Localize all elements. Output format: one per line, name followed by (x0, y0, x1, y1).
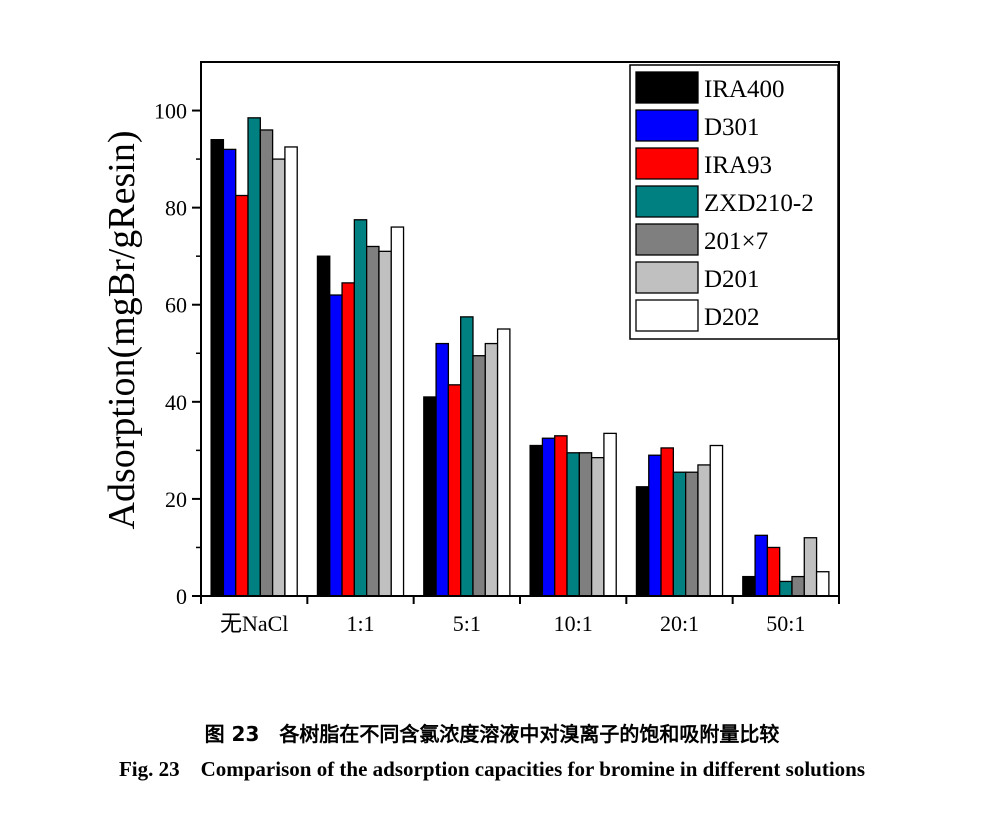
bar-d202-2 (496, 328, 511, 597)
bar-ira400-0 (210, 139, 225, 597)
bar-zxd2102-4 (672, 471, 687, 597)
bar-2017-4 (685, 471, 699, 597)
y-tick-label: 100 (154, 99, 187, 124)
figure-caption-english: Fig. 23 Comparison of the adsorption cap… (118, 757, 866, 781)
bar-ira400-3 (529, 444, 544, 597)
bar-d202-4 (709, 444, 724, 597)
bar-d202-5 (815, 571, 830, 597)
legend-swatch (635, 147, 699, 180)
y-tick-label: 40 (165, 390, 187, 415)
bar-zxd2102-5 (779, 580, 793, 597)
y-tick-label: 80 (165, 196, 187, 221)
bar-2017-5 (791, 575, 805, 597)
bar-2017-1 (365, 245, 380, 597)
figure-caption-chinese: 图 23 各树脂在不同含氯浓度溶液中对溴离子的饱和吸附量比较 (204, 722, 780, 746)
bar-ira400-4 (635, 486, 650, 597)
bar-d201-2 (484, 342, 499, 597)
legend-swatch (635, 109, 699, 142)
y-tick-label: 0 (176, 584, 187, 609)
bar-ira93-0 (235, 194, 249, 597)
bar-d202-1 (390, 226, 405, 597)
bar-zxd2102-0 (247, 117, 261, 597)
bar-d301-4 (648, 454, 662, 597)
x-tick-label: 50:1 (766, 611, 805, 636)
bars-group (210, 117, 830, 597)
legend-label: D301 (704, 114, 760, 141)
bar-2017-2 (472, 355, 486, 597)
legend-label: IRA93 (704, 152, 772, 179)
bar-d301-0 (222, 148, 237, 597)
bar-d201-0 (271, 158, 286, 597)
bar-d301-1 (329, 294, 343, 597)
y-axis-label: Adsorption(mgBr/gResin) (101, 131, 143, 530)
axes-group: 0 20 40 60 80 100 无NaCl 1:1 5:1 10:1 20:1 50:1 (154, 61, 840, 636)
bar-d301-3 (541, 437, 556, 597)
bar-chart: 0 20 40 60 80 100 无NaCl 1:1 5:1 10:1 20:1 50:1 IRA4… (101, 61, 840, 636)
bar-d301-2 (435, 342, 450, 597)
legend-label: 201×7 (704, 228, 768, 255)
y-tick-label: 60 (165, 293, 187, 318)
bar-ira400-5 (742, 575, 756, 597)
bar-d202-0 (284, 146, 298, 597)
legend-label: ZXD210-2 (704, 190, 814, 217)
y-tick-label: 20 (165, 487, 187, 512)
bar-ira93-4 (660, 447, 674, 597)
bar-zxd2102-3 (566, 452, 580, 597)
bar-d201-4 (697, 464, 711, 597)
bar-ira400-1 (316, 255, 331, 597)
bar-d202-3 (603, 432, 617, 597)
legend-swatch (635, 185, 699, 218)
x-tick-label: 无NaCl (220, 611, 288, 636)
bar-d201-5 (803, 537, 818, 597)
bar-zxd2102-1 (353, 219, 368, 597)
legend-swatch (635, 261, 699, 294)
bar-ira93-5 (766, 546, 781, 597)
bar-ira93-3 (554, 435, 568, 597)
x-tick-label: 10:1 (554, 611, 593, 636)
legend-label: D202 (704, 304, 760, 331)
bar-ira93-1 (341, 282, 355, 597)
bar-2017-0 (259, 129, 274, 597)
bar-d301-5 (754, 534, 769, 597)
legend-swatch (635, 71, 699, 104)
bar-d201-3 (590, 456, 605, 597)
legend-swatch (635, 223, 699, 256)
bar-zxd2102-2 (460, 316, 474, 597)
bar-d201-1 (378, 250, 392, 597)
bar-ira400-2 (423, 396, 437, 597)
bar-2017-3 (578, 452, 593, 597)
legend: IRA400 D301 IRA93 ZXD210-2 201×7 D201 D202 (629, 64, 839, 340)
bar-ira93-2 (447, 384, 462, 597)
legend-label: D201 (704, 266, 760, 293)
x-tick-label: 20:1 (660, 611, 699, 636)
legend-label: IRA400 (704, 76, 785, 103)
x-tick-label: 1:1 (346, 611, 374, 636)
legend-swatch (635, 299, 699, 332)
x-tick-label: 5:1 (453, 611, 481, 636)
